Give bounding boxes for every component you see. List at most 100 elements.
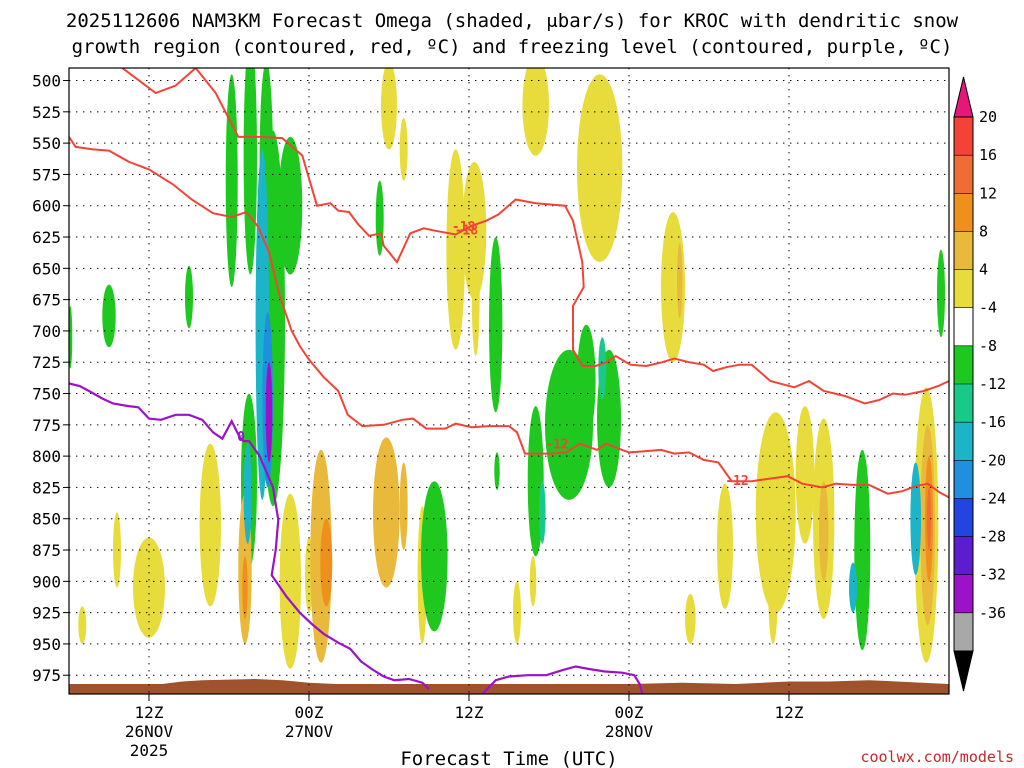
omega-blob-50 [598, 337, 607, 400]
plot-frame [68, 67, 950, 695]
y-tick-label-900: 900 [32, 572, 61, 591]
omega-blob-52 [320, 518, 333, 607]
omega-blob-0 [133, 537, 165, 638]
colorbar-bin-6 [954, 345, 973, 385]
colorbar-bin-0 [954, 117, 973, 156]
colorbar-bin-7 [954, 384, 973, 423]
y-tick-label-875: 875 [32, 541, 61, 560]
colorbar-label-8: -16 [979, 413, 1006, 431]
y-tick-label-800: 800 [32, 447, 61, 466]
colorbar: 20 16 12 8 4 -4 -8 -12 -16 -20 -24 -28 -32 -36 [953, 76, 1006, 692]
terrain-fill [69, 679, 949, 694]
y-tick-label-925: 925 [32, 604, 61, 623]
omega-blob-24 [243, 68, 257, 275]
omega-blob-4 [381, 68, 397, 150]
colorbar-bin-10 [954, 498, 973, 537]
y-tick-label-825: 825 [32, 478, 61, 497]
colorbar-label-2: 12 [979, 184, 997, 202]
omega-blob-34 [421, 481, 448, 632]
omega-blob-11 [717, 483, 733, 609]
omega-blob-2 [279, 493, 301, 669]
x-tick-date-12: 26NOV [125, 722, 174, 741]
omega-blob-17 [113, 512, 121, 588]
omega-blob-40 [854, 449, 871, 651]
omega-blob-49 [399, 462, 408, 550]
colorbar-label-12: -32 [979, 566, 1006, 584]
y-tick-label-575: 575 [32, 165, 61, 184]
omega-blob-32 [69, 305, 73, 369]
y-tick-label-725: 725 [32, 353, 61, 372]
contour-labels: -18 -12 -18 -12 0 [237, 220, 749, 489]
colorbar-label-5: -4 [979, 299, 997, 317]
colorbar-bin-8 [954, 422, 973, 461]
colorbar-label-4: 4 [979, 261, 988, 279]
omega-blob-35 [489, 237, 503, 413]
omega-blob-53 [242, 556, 248, 619]
y-axis: 500 525 550 575 600 625 650 675 700 725 750 775 800 8… [32, 72, 69, 685]
colorbar-bin-9 [954, 460, 973, 499]
y-tick-label-675: 675 [32, 291, 61, 310]
colorbar-bin-4 [954, 269, 973, 309]
omega-blob-25 [225, 74, 238, 288]
y-tick-label-525: 525 [32, 103, 61, 122]
omega-blob-58 [849, 562, 857, 613]
omega-blob-1 [199, 443, 221, 607]
freezing-label: 0 [237, 430, 245, 445]
omega-blob-43 [373, 437, 400, 588]
x-tick-time-48: 00Z [615, 703, 644, 722]
x-tick-time-36: 12Z [455, 703, 484, 722]
omega-blob-57 [910, 462, 921, 575]
omega-blob-47 [819, 481, 829, 582]
omega-blob-41 [937, 249, 945, 338]
omega-blob-23 [529, 556, 537, 607]
y-tick-label-750: 750 [32, 385, 61, 404]
credit-text: coolwx.com/models [860, 748, 1014, 766]
colorbar-label-6: -8 [979, 337, 997, 355]
freezing-level-line [69, 382, 430, 690]
grid-lines [69, 68, 949, 694]
omega-blob-51 [539, 481, 546, 544]
colorbar-bin-12 [954, 574, 973, 614]
x-axis-label: Forecast Time (UTC) [400, 748, 617, 768]
omega-blob-13 [795, 406, 815, 544]
x-tick-time-60: 12Z [775, 703, 804, 722]
y-tick-label-850: 850 [32, 510, 61, 529]
omega-blob-20 [685, 593, 696, 644]
chart-title-line-2: growth region (contoured, red, ºC) and f… [72, 36, 953, 58]
omega-blob-5 [399, 118, 408, 181]
omega-blob-56 [243, 443, 252, 544]
colorbar-label-13: -36 [979, 604, 1006, 622]
chart-title-line-1: 2025112606 NAM3KM Forecast Omega (shaded… [66, 10, 959, 32]
omega-blob-16 [78, 606, 87, 644]
omega-blob-31 [185, 265, 193, 329]
contour-label--18: -18 [452, 220, 476, 235]
y-tick-label-500: 500 [32, 72, 61, 91]
x-tick-date-24: 27NOV [285, 722, 334, 741]
colorbar-top-arrow [953, 76, 974, 118]
colorbar-label-10: -24 [979, 489, 1006, 507]
y-tick-label-600: 600 [32, 197, 61, 216]
dendritic-contour--18 [121, 68, 949, 405]
omega-blob-6 [462, 161, 487, 300]
colorbar-label-0: 20 [979, 108, 997, 126]
omega-blob-61 [265, 362, 273, 463]
omega-blob-59 [927, 487, 931, 550]
omega-blob-3 [446, 149, 466, 350]
colorbar-bin-13 [954, 612, 973, 652]
colorbar-label-7: -12 [979, 375, 1006, 393]
omega-blob-9 [522, 68, 549, 156]
omega-blob-8 [577, 74, 623, 263]
y-tick-label-550: 550 [32, 134, 61, 153]
contour-lines [69, 68, 949, 694]
y-tick-label-975: 975 [32, 666, 61, 685]
omega-blob-30 [102, 284, 116, 348]
colorbar-bin-5 [954, 307, 973, 347]
y-tick-label-625: 625 [32, 228, 61, 247]
omega-blob-39 [577, 324, 596, 438]
contour-label-lower: -12 [545, 438, 568, 453]
contour-label-upper: -18 [455, 224, 479, 239]
terrain-layer [69, 679, 949, 694]
colorbar-label-3: 8 [979, 222, 988, 240]
